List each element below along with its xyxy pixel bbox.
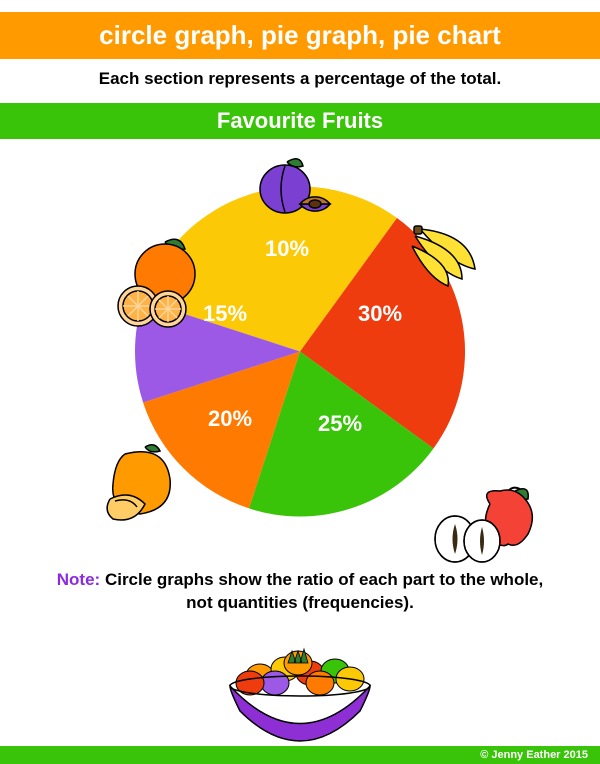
slice-label-mango: 20%: [208, 406, 252, 432]
banana-icon: [400, 214, 490, 299]
orange-icon: [110, 234, 210, 339]
fruit-bowl-icon: [210, 641, 390, 756]
title-bar: circle graph, pie graph, pie chart: [0, 12, 600, 59]
slice-label-banana: 30%: [358, 301, 402, 327]
mango-icon: [95, 439, 185, 534]
note-body: Circle graphs show the ratio of each par…: [100, 570, 543, 612]
chart-title-bar: Favourite Fruits: [0, 103, 600, 139]
plum-icon: [245, 154, 335, 239]
subtitle: Each section represents a percentage of …: [0, 69, 600, 89]
note-text: Note: Circle graphs show the ratio of ea…: [0, 569, 600, 615]
apple-icon: [430, 479, 540, 574]
note-prefix: Note:: [57, 570, 100, 589]
copyright-bar: © Jenny Eather 2015: [0, 746, 600, 764]
slice-label-plum: 10%: [265, 236, 309, 262]
pie-chart-area: 30%25%20%15%10%: [0, 139, 600, 569]
slice-label-apple: 25%: [318, 411, 362, 437]
